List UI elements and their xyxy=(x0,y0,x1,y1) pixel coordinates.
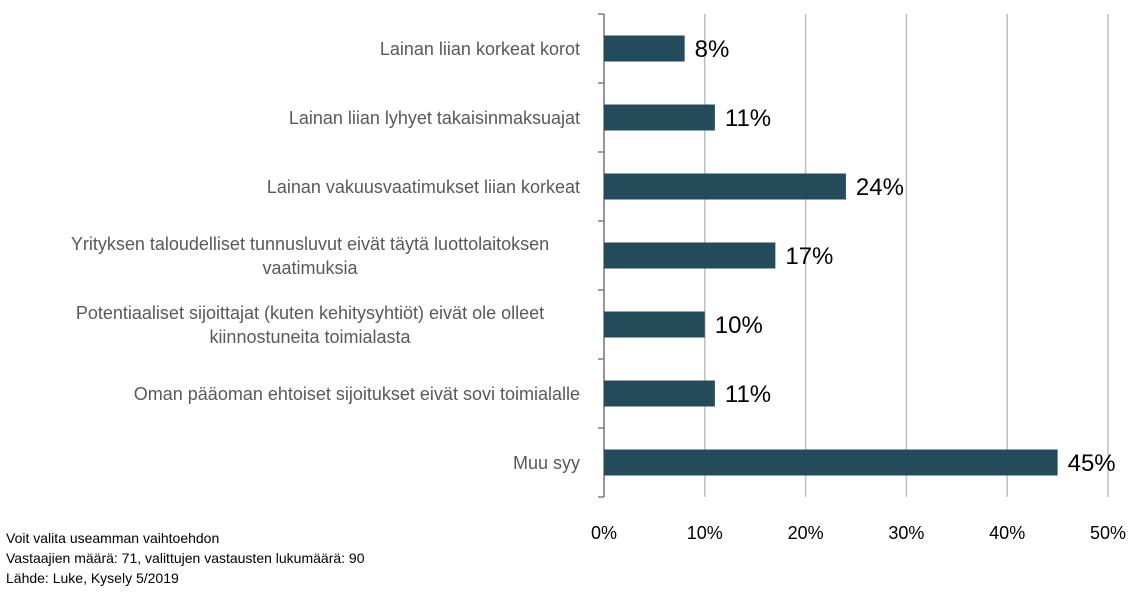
bar xyxy=(604,380,715,407)
bar xyxy=(604,242,776,269)
bar xyxy=(604,449,1058,476)
value-label: 24% xyxy=(856,174,904,201)
category-label-box: Potentiaaliset sijoittajat (kuten kehity… xyxy=(40,295,580,355)
x-tick-label: 20% xyxy=(788,523,824,543)
category-label: Lainan vakuusvaatimukset liian korkeat xyxy=(266,176,580,197)
category-label: Lainan liian lyhyet takaisinmaksuajat xyxy=(288,107,580,128)
note: Voit valita useamman vaihtoehdon xyxy=(6,530,220,546)
category-label-box: Lainan liian korkeat korot xyxy=(40,19,580,79)
value-label: 11% xyxy=(725,105,771,132)
category-label: Potentiaaliset sijoittajat (kuten kehity… xyxy=(75,302,545,347)
bar xyxy=(604,173,846,200)
category-label-box: Yrityksen taloudelliset tunnusluvut eivä… xyxy=(40,226,580,286)
value-label: 45% xyxy=(1068,450,1116,477)
value-label: 11% xyxy=(725,381,771,408)
category-label-box: Lainan vakuusvaatimukset liian korkeat xyxy=(40,157,580,217)
value-label: 8% xyxy=(695,36,730,63)
value-label: 17% xyxy=(785,243,833,270)
x-tick-label: 0% xyxy=(591,523,617,543)
category-label-box: Oman pääoman ehtoiset sijoitukset eivät … xyxy=(40,364,580,424)
note: Vastaajien määrä: 71, valittujen vastaus… xyxy=(6,550,365,566)
category-label-box: Muu syy xyxy=(40,433,580,493)
x-tick-label: 50% xyxy=(1090,523,1126,543)
category-label: Yrityksen taloudelliset tunnusluvut eivä… xyxy=(70,233,550,278)
bar xyxy=(604,104,715,131)
bar xyxy=(604,35,685,62)
category-label: Oman pääoman ehtoiset sijoitukset eivät … xyxy=(133,383,580,404)
x-tick-label: 30% xyxy=(888,523,924,543)
x-tick-label: 10% xyxy=(687,523,723,543)
note: Lähde: Luke, Kysely 5/2019 xyxy=(6,570,179,586)
bar xyxy=(604,311,705,338)
category-label: Muu syy xyxy=(512,452,580,473)
notes: Voit valita useamman vaihtoehdon Vastaaji… xyxy=(6,528,365,588)
x-tick-label: 40% xyxy=(989,523,1025,543)
value-label: 10% xyxy=(715,312,763,339)
category-label: Lainan liian korkeat korot xyxy=(379,38,580,59)
category-label-box: Lainan liian lyhyet takaisinmaksuajat xyxy=(40,88,580,148)
